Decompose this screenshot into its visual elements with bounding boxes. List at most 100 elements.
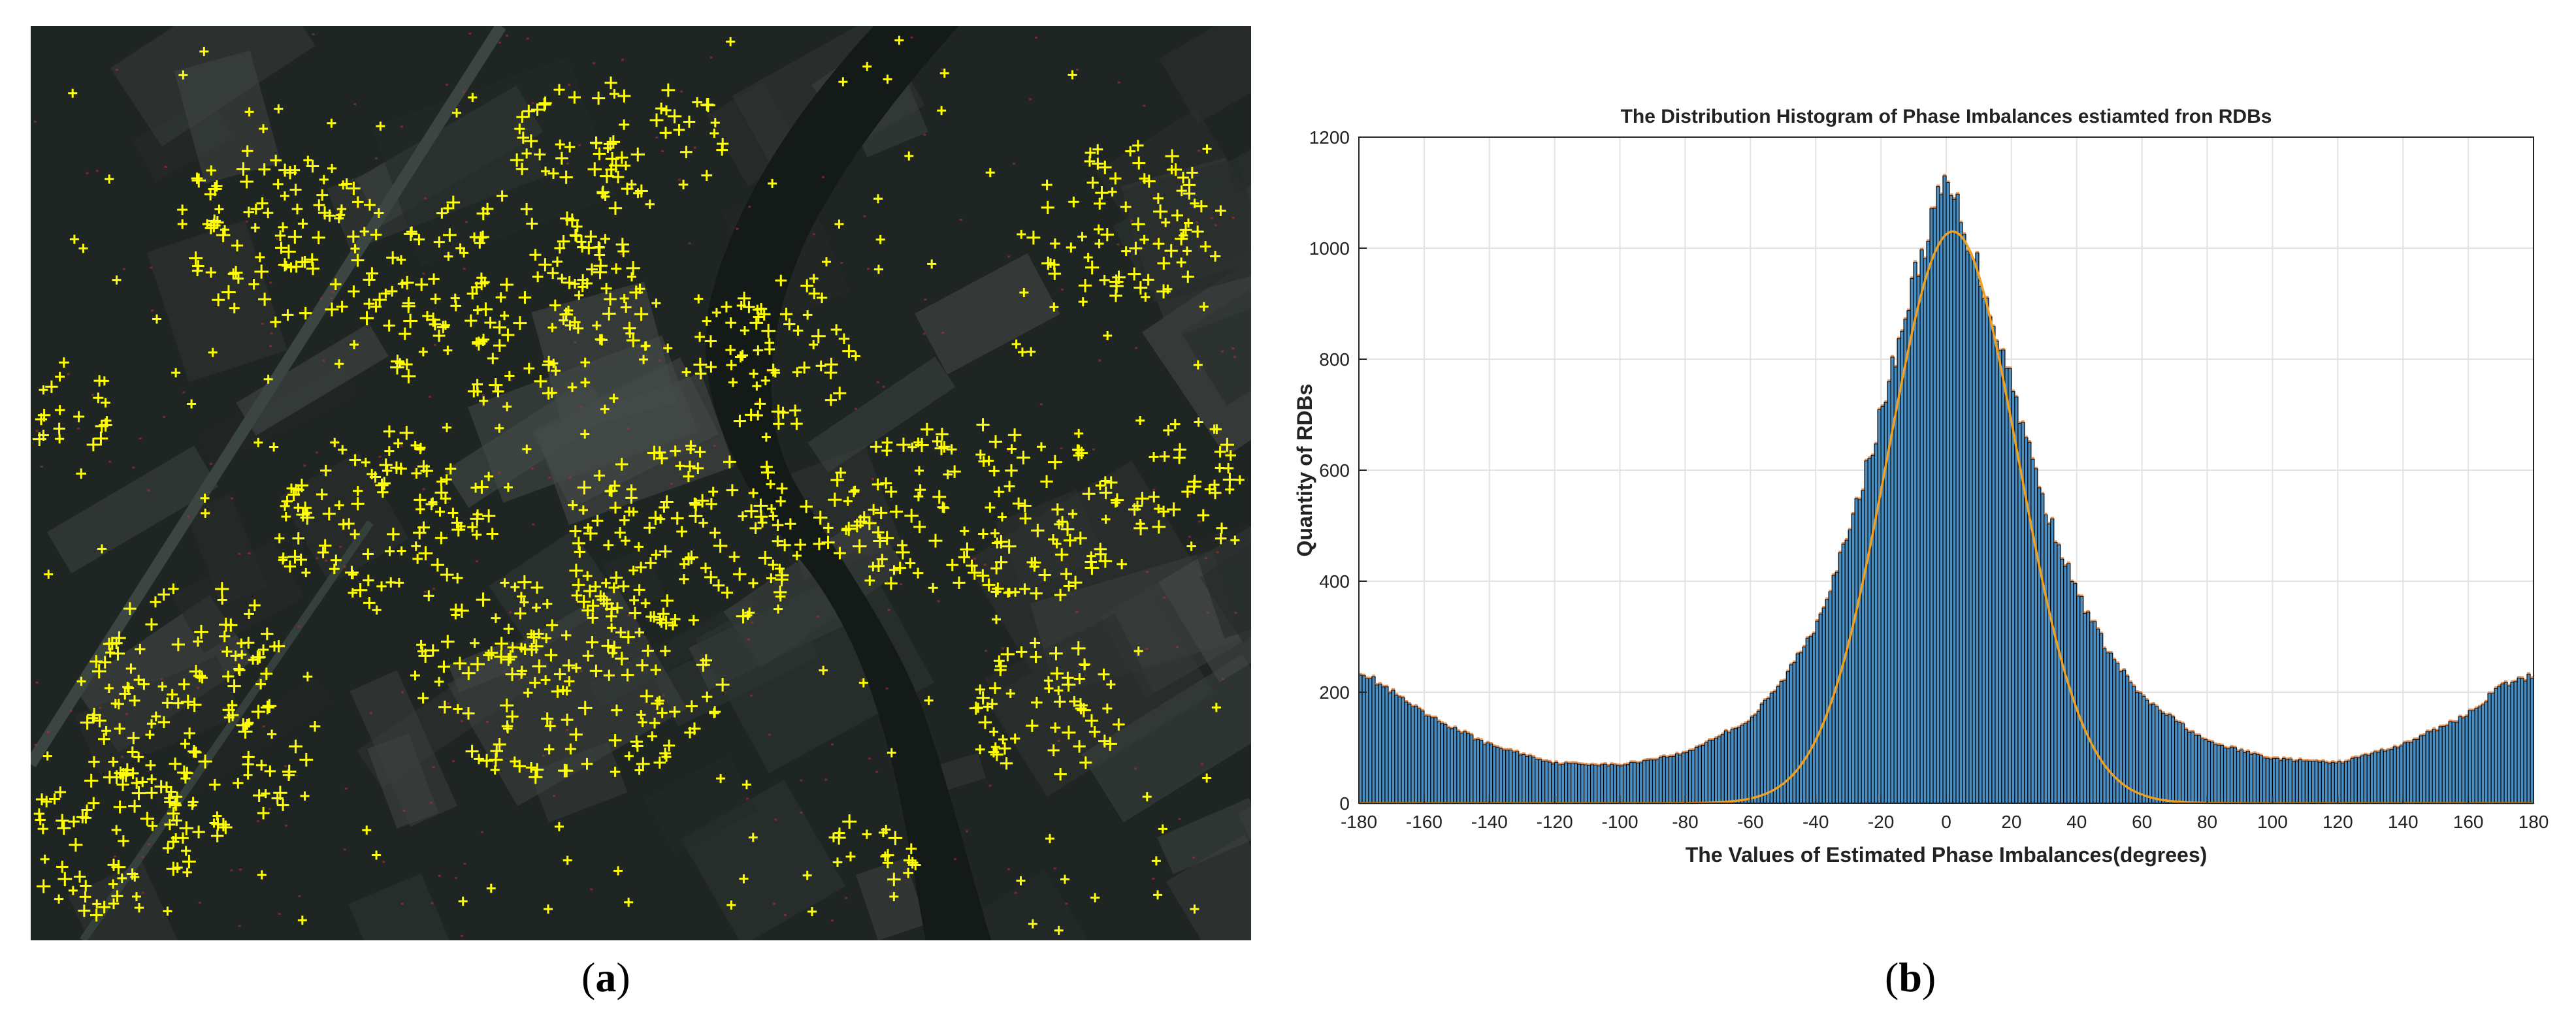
histogram-bar-top xyxy=(2011,389,2015,392)
histogram-bar xyxy=(2458,716,2462,804)
x-tick-label: -20 xyxy=(1868,812,1894,832)
histogram-bar-top xyxy=(1688,748,1692,751)
histogram-bar xyxy=(1932,208,1937,804)
histogram-bar-top xyxy=(1858,497,1862,500)
histogram-bar xyxy=(1975,252,1980,804)
histogram-bar-top xyxy=(2040,492,2044,494)
histogram-bar xyxy=(2004,368,2009,804)
histogram-bar-top xyxy=(1763,698,1767,701)
histogram-bar-top xyxy=(1669,754,1672,757)
histogram-bar xyxy=(2258,755,2264,804)
histogram-bar-top xyxy=(2191,729,2194,732)
histogram-bar-top xyxy=(2236,749,2240,752)
histogram-bar xyxy=(1609,763,1614,804)
histogram-bar xyxy=(2360,755,2364,804)
histogram-bar xyxy=(1955,193,1960,804)
histogram-bar-top xyxy=(2481,703,2485,705)
x-tick-label: 180 xyxy=(2519,812,2549,832)
histogram-bar xyxy=(2099,633,2104,804)
histogram-bar xyxy=(1795,653,1800,804)
histogram-bar-top xyxy=(1482,742,1486,744)
histogram-bar xyxy=(2409,742,2413,804)
histogram-bar xyxy=(1443,724,1448,804)
histogram-bar-top xyxy=(2285,757,2289,760)
histogram-bar xyxy=(2419,735,2423,804)
histogram-bar-top xyxy=(2289,757,2292,759)
histogram-bar xyxy=(1397,696,1402,804)
histogram-bar xyxy=(2324,762,2328,804)
histogram-bar-top xyxy=(2272,756,2276,759)
histogram-bar-top xyxy=(1626,762,1630,765)
histogram-bar xyxy=(1929,208,1934,804)
histogram-bar xyxy=(2158,710,2162,804)
histogram-bar-top xyxy=(1466,731,1470,734)
histogram-bar-top xyxy=(2488,691,2492,693)
histogram-bar xyxy=(2379,749,2384,804)
histogram-bar-top xyxy=(1865,458,1868,461)
histogram-bar xyxy=(1733,728,1738,804)
histogram-bar xyxy=(1740,724,1744,804)
histogram-bar xyxy=(2487,693,2492,804)
histogram-bar xyxy=(1587,765,1591,804)
histogram-bar xyxy=(1939,194,1944,804)
histogram-bar-top xyxy=(1757,709,1761,712)
histogram-bar-top xyxy=(2135,690,2139,693)
histogram-bar-top xyxy=(2093,619,2096,622)
histogram-bar xyxy=(1691,750,1696,804)
histogram-bar-top xyxy=(2426,729,2430,732)
histogram-bar xyxy=(1668,756,1673,804)
histogram-bar xyxy=(1981,298,1986,804)
histogram-bar-top xyxy=(2217,742,2221,745)
histogram-bar-top xyxy=(1842,542,1846,545)
histogram-bar xyxy=(2500,683,2505,804)
histogram-bar-top xyxy=(2066,561,2070,564)
histogram-bar xyxy=(1841,543,1846,804)
histogram-bar xyxy=(1736,727,1741,804)
x-tick-label: 140 xyxy=(2388,812,2419,832)
histogram-bar xyxy=(2106,652,2110,804)
histogram-bar xyxy=(2350,757,2355,804)
histogram-bar xyxy=(1515,751,1520,804)
histogram-bar-top xyxy=(1446,725,1450,728)
histogram-bar xyxy=(2044,514,2048,804)
histogram-bar-top xyxy=(2089,619,2093,622)
histogram-bar xyxy=(2484,701,2488,804)
histogram-bar-top xyxy=(1845,537,1849,540)
histogram-bar xyxy=(1404,701,1409,804)
histogram-bar-top xyxy=(1587,763,1591,766)
histogram-bar-top xyxy=(1783,678,1787,681)
histogram-bar-top xyxy=(1427,714,1431,716)
histogram-bar-top xyxy=(1793,660,1797,663)
histogram-bar-top xyxy=(1479,738,1483,741)
histogram-bar-top xyxy=(1868,456,1872,458)
histogram-bar-top xyxy=(2008,366,2012,369)
histogram-bar xyxy=(2520,677,2524,804)
histogram-bar xyxy=(1825,599,1829,804)
histogram-bar-top xyxy=(1606,763,1610,766)
histogram-bar-top xyxy=(1786,669,1790,672)
histogram-bar xyxy=(2161,712,2166,804)
histogram-bar xyxy=(2461,717,2466,804)
histogram-bar xyxy=(1622,764,1627,804)
histogram-bar xyxy=(1632,761,1637,804)
histogram-bar-top xyxy=(1410,705,1414,707)
histogram-bar-top xyxy=(1564,760,1568,763)
histogram-bar-top xyxy=(1731,727,1735,729)
histogram-bar-top xyxy=(2390,747,2394,750)
road xyxy=(80,520,374,940)
histogram-bar-top xyxy=(2354,755,2358,757)
histogram-bar-top xyxy=(2468,708,2472,710)
histogram-bar-top xyxy=(1917,274,1921,276)
histogram-bar-top xyxy=(1991,324,1995,327)
histogram-bar-top xyxy=(1832,573,1836,575)
histogram-bar-top xyxy=(1884,400,1888,403)
histogram-bar-top xyxy=(1695,745,1699,748)
histogram-bar xyxy=(1743,722,1748,804)
histogram-bar-top xyxy=(2151,702,2155,705)
histogram-bar xyxy=(1988,316,1993,804)
histogram-bar-top xyxy=(2351,756,2355,759)
histogram-bar-top xyxy=(2014,394,2018,397)
histogram-bar xyxy=(2435,730,2439,804)
caption-a: (a) xyxy=(581,954,630,1000)
histogram-bar-top xyxy=(2230,744,2234,747)
